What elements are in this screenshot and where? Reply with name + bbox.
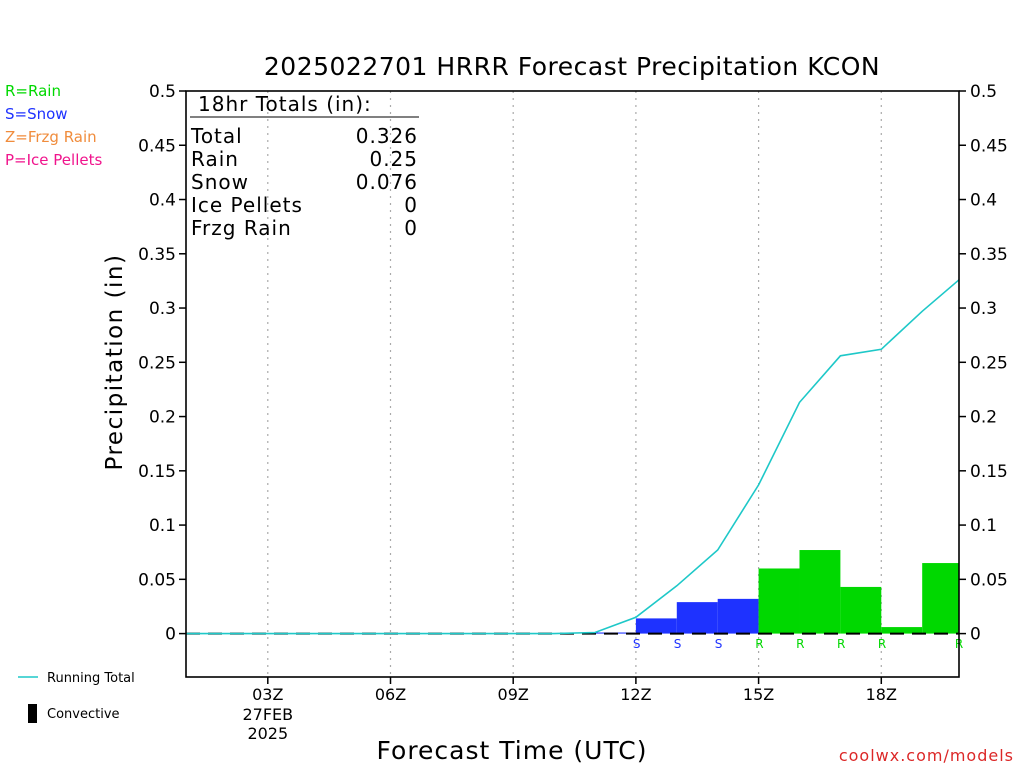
y-tick-label-right-5: 0.25	[970, 353, 1008, 373]
y-axis-title: Precipitation (in)	[102, 254, 128, 471]
y-tick-label-right-3: 0.15	[970, 462, 1008, 482]
y-tick-label-left-4: 0.2	[149, 408, 176, 428]
y-axis-ticks: 0 00.05 0.050.1 0.10.15 0.150.2 0.20.25 0.250.…	[138, 82, 1008, 645]
precip-bar-3	[717, 598, 759, 634]
x-tick-label-1: 06Z	[375, 685, 406, 704]
precip-type-legend: R=Rain S=Snow Z=Frzg Rain P=Ice Pellets	[5, 82, 102, 169]
x-tick-label-4: 15Z	[743, 685, 774, 704]
y-tick-label-right-9: 0.45	[970, 136, 1008, 156]
totals-rows: Total 0.326 Rain 0.25 Snow 0.076 Ice Pellets 0 F…	[190, 124, 418, 240]
totals-value-1: 0.25	[369, 147, 418, 171]
chart-title: 2025022701 HRRR Forecast Precipitation K…	[264, 52, 880, 81]
line-legend: Running Total Convective	[18, 671, 135, 723]
totals-box: 18hr Totals (in): Total 0.326 Rain 0.25 Snow…	[190, 92, 419, 240]
type-legend-item-0: R=Rain	[5, 82, 61, 100]
totals-label-4: Frzg Rain	[191, 216, 292, 240]
x-tick-label-3: 12Z	[620, 685, 651, 704]
y-tick-label-right-1: 0.05	[970, 570, 1008, 590]
y-tick-label-right-4: 0.2	[970, 408, 997, 428]
plot-frame	[185, 90, 960, 678]
type-letter-1: S	[633, 637, 641, 651]
type-letter-4: R	[755, 637, 763, 651]
x-axis-title: Forecast Time (UTC)	[377, 736, 648, 765]
y-tick-label-right-0: 0	[970, 625, 981, 645]
totals-value-4: 0	[404, 216, 418, 240]
y-tick-label-left-3: 0.15	[138, 462, 176, 482]
y-tick-label-left-2: 0.1	[149, 516, 176, 536]
y-tick-label-left-10: 0.5	[149, 82, 176, 102]
running-total-line	[186, 279, 960, 635]
type-letter-2: S	[674, 637, 682, 651]
totals-value-3: 0	[404, 193, 418, 217]
type-letter-3: S	[715, 637, 723, 651]
y-tick-label-right-8: 0.4	[970, 191, 997, 211]
type-letter-7: R	[878, 637, 886, 651]
credit-text: coolwx.com/models	[839, 746, 1014, 765]
x-tick-year-label: 2025	[247, 724, 288, 743]
x-tick-date-label: 27FEB	[242, 705, 293, 724]
precip-bar-7	[881, 627, 923, 634]
running-total-polyline	[186, 279, 960, 635]
precip-bar-5	[799, 550, 841, 634]
y-tick-label-right-7: 0.35	[970, 245, 1008, 265]
totals-value-2: 0.076	[356, 170, 418, 194]
x-tick-label-0: 03Z	[252, 685, 283, 704]
totals-title: 18hr Totals (in):	[198, 92, 372, 116]
y-tick-label-left-5: 0.25	[138, 353, 176, 373]
precip-bar-8	[922, 563, 959, 634]
totals-label-3: Ice Pellets	[191, 193, 303, 217]
precip-bar-2	[676, 602, 718, 634]
totals-value-0: 0.326	[356, 124, 418, 148]
totals-label-0: Total	[190, 124, 243, 148]
y-tick-label-left-0: 0	[165, 625, 176, 645]
y-tick-label-right-6: 0.3	[970, 299, 997, 319]
convective-swatch	[28, 704, 37, 723]
y-tick-label-right-10: 0.5	[970, 82, 997, 102]
type-legend-item-2: Z=Frzg Rain	[5, 128, 97, 146]
line-legend-label-0: Running Total	[47, 671, 135, 686]
y-tick-label-left-9: 0.45	[138, 136, 176, 156]
type-legend-item-1: S=Snow	[5, 105, 68, 123]
type-legend-item-3: P=Ice Pellets	[5, 151, 102, 169]
y-tick-label-left-8: 0.4	[149, 191, 176, 211]
x-tick-label-5: 18Z	[866, 685, 897, 704]
y-tick-label-left-7: 0.35	[138, 245, 176, 265]
plot-border	[185, 90, 960, 678]
type-letter-6: R	[837, 637, 845, 651]
y-tick-label-left-1: 0.05	[138, 570, 176, 590]
line-legend-label-1: Convective	[47, 707, 120, 722]
totals-label-2: Snow	[191, 170, 249, 194]
x-tick-label-2: 09Z	[498, 685, 529, 704]
totals-label-1: Rain	[191, 147, 239, 171]
precip-bar-6	[840, 586, 882, 634]
precip-bar-4	[758, 568, 800, 634]
precip-bar-1	[635, 618, 677, 634]
precip-bars	[594, 550, 959, 634]
type-letter-5: R	[796, 637, 804, 651]
y-tick-label-right-2: 0.1	[970, 516, 997, 536]
y-tick-label-left-6: 0.3	[149, 299, 176, 319]
